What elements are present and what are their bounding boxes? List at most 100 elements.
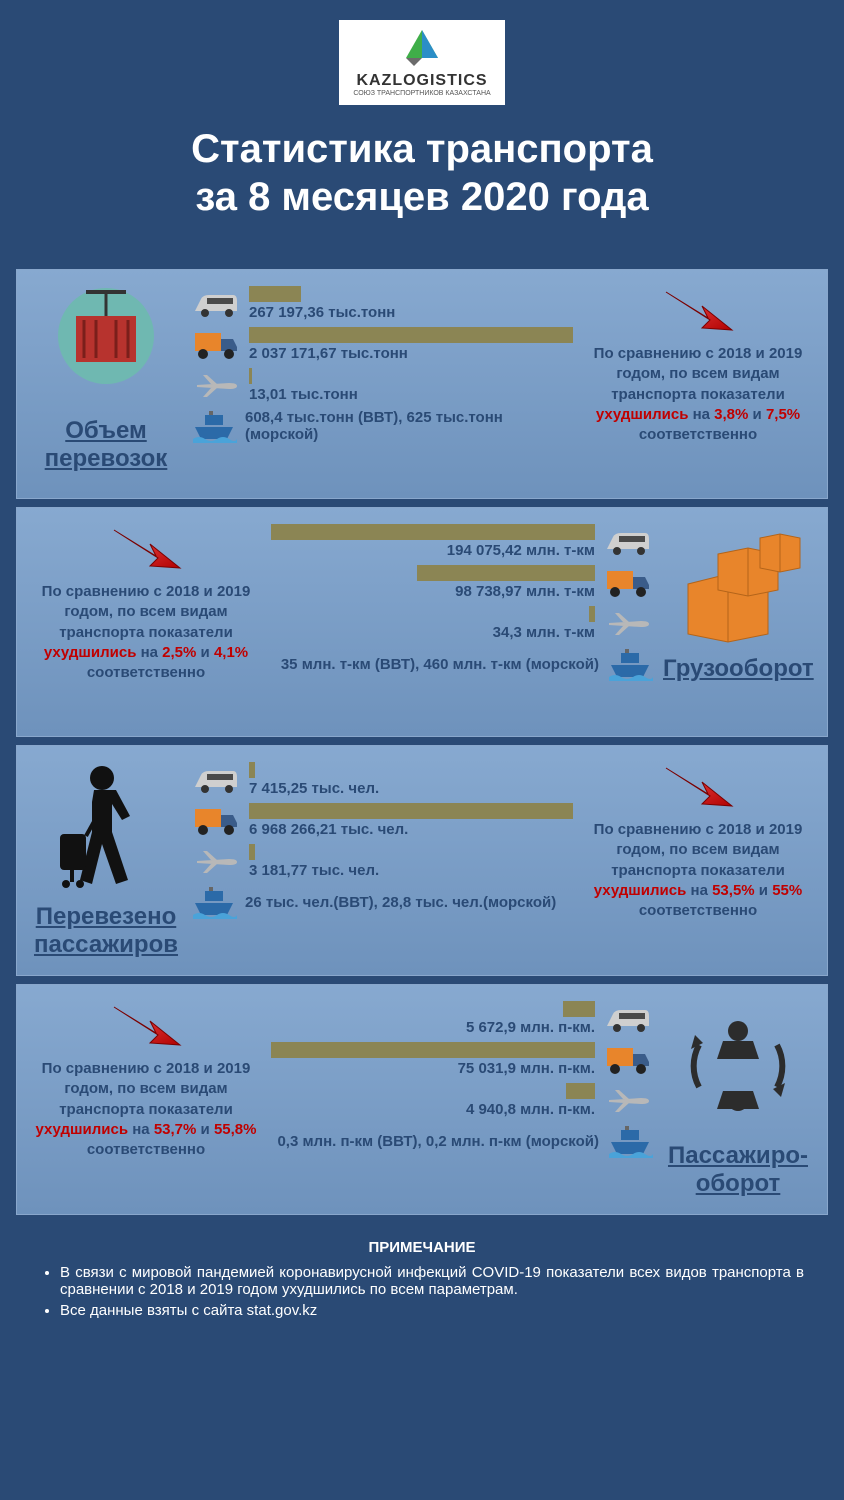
note-pct1: 2,5% — [162, 644, 196, 661]
metric-row: 34,3 млн. т-км — [271, 606, 653, 641]
metric-row: 6 968 266,21 тыс. чел. — [191, 803, 573, 838]
bar — [589, 606, 595, 622]
metric-value: 7 415,25 тыс. чел. — [249, 780, 573, 797]
bar-wrap: 2 037 171,67 тыс.тонн — [249, 327, 573, 362]
footer: ПРИМЕЧАНИЕ В связи с мировой пандемией к… — [0, 1223, 844, 1353]
note-column: По сравнению с 2018 и 2019 годом, по все… — [583, 286, 813, 445]
metric-value: 4 940,8 млн. п-км. — [271, 1101, 595, 1118]
plane-icon — [191, 845, 241, 879]
title-line-1: Статистика транспорта — [0, 125, 844, 173]
header: KAZLOGISTICS СОЮЗ ТРАНСПОРТНИКОВ КАЗАХСТ… — [0, 0, 844, 261]
metric-value: 3 181,77 тыс. чел. — [249, 862, 573, 879]
metric-value: 194 075,42 млн. т-км — [271, 542, 595, 559]
ship-line: 608,4 тыс.тонн (ВВТ), 625 тыс.тонн (морс… — [191, 409, 573, 443]
metric-row: 267 197,36 тыс.тонн — [191, 286, 573, 321]
section-row: Объем перевозок 267 197,36 тыс.тонн 2 03… — [31, 286, 813, 473]
note-column: По сравнению с 2018 и 2019 годом, по все… — [31, 524, 261, 683]
section-pax: Перевезено пассажиров 7 415,25 тыс. чел.… — [16, 745, 828, 976]
metrics-column: 5 672,9 млн. п-км. 75 031,9 млн. п-км. 4… — [271, 1001, 653, 1158]
section-pax_turnover: По сравнению с 2018 и 2019 годом, по все… — [16, 984, 828, 1215]
metric-row: 7 415,25 тыс. чел. — [191, 762, 573, 797]
bar — [249, 327, 573, 343]
truck-icon — [191, 328, 241, 362]
plane-icon — [191, 369, 241, 403]
note-text: По сравнению с 2018 и 2019 годом, по все… — [594, 821, 803, 879]
section-title: Грузооборот — [663, 655, 813, 683]
note-text: и — [748, 406, 766, 423]
plane-icon — [603, 607, 653, 641]
metric-value: 5 672,9 млн. п-км. — [271, 1019, 595, 1036]
note-column: По сравнению с 2018 и 2019 годом, по все… — [31, 1001, 261, 1160]
trend-arrow-icon — [658, 286, 738, 336]
section-illustration: Объем перевозок — [31, 286, 181, 473]
metric-row: 2 037 171,67 тыс.тонн — [191, 327, 573, 362]
trend-arrow-icon — [658, 762, 738, 812]
section-illustration: Перевезено пассажиров — [31, 762, 181, 959]
section-title: Объем перевозок — [31, 417, 181, 473]
ship-icon — [191, 409, 237, 443]
bar — [249, 844, 255, 860]
bar — [271, 524, 595, 540]
metric-value: 75 031,9 млн. п-км. — [271, 1060, 595, 1077]
plane-icon — [603, 1084, 653, 1118]
section-row: Перевезено пассажиров 7 415,25 тыс. чел.… — [31, 762, 813, 959]
page: KAZLOGISTICS СОЮЗ ТРАНСПОРТНИКОВ КАЗАХСТ… — [0, 0, 844, 1353]
train-icon — [603, 525, 653, 559]
metric-row: 3 181,77 тыс. чел. — [191, 844, 573, 879]
note-text: По сравнению с 2018 и 2019 годом, по все… — [42, 583, 251, 641]
footer-bullet: Все данные взяты с сайта stat.gov.kz — [60, 1302, 804, 1319]
section-row: По сравнению с 2018 и 2019 годом, по все… — [31, 1001, 813, 1198]
bar-wrap: 267 197,36 тыс.тонн — [249, 286, 573, 321]
ship-icon — [191, 885, 237, 919]
metric-row: 13,01 тыс.тонн — [191, 368, 573, 403]
metric-row: 75 031,9 млн. п-км. — [271, 1042, 653, 1077]
metrics-column: 7 415,25 тыс. чел. 6 968 266,21 тыс. чел… — [191, 762, 573, 919]
bar-wrap: 7 415,25 тыс. чел. — [249, 762, 573, 797]
bar-wrap: 34,3 млн. т-км — [271, 606, 595, 641]
metric-value: 34,3 млн. т-км — [271, 624, 595, 641]
logo-subtitle: СОЮЗ ТРАНСПОРТНИКОВ КАЗАХСТАНА — [353, 90, 490, 97]
logo: KAZLOGISTICS СОЮЗ ТРАНСПОРТНИКОВ КАЗАХСТ… — [339, 20, 504, 105]
bar-wrap: 5 672,9 млн. п-км. — [271, 1001, 595, 1036]
bar-wrap: 98 738,97 млн. т-км — [271, 565, 595, 600]
bar — [563, 1001, 595, 1017]
section-volume: Объем перевозок 267 197,36 тыс.тонн 2 03… — [16, 269, 828, 499]
note-text: соответственно — [87, 664, 205, 681]
metric-value: 267 197,36 тыс.тонн — [249, 304, 573, 321]
ship-icon — [607, 1124, 653, 1158]
note-text: По сравнению с 2018 и 2019 годом, по все… — [42, 1060, 251, 1118]
metrics-column: 267 197,36 тыс.тонн 2 037 171,67 тыс.тон… — [191, 286, 573, 443]
section-title: Пассажиро- оборот — [663, 1142, 813, 1198]
truck-icon — [191, 804, 241, 838]
bar-wrap: 194 075,42 млн. т-км — [271, 524, 595, 559]
note-pct2: 55% — [772, 882, 802, 899]
note-red: ухудшились — [44, 644, 137, 661]
footer-list: В связи с мировой пандемией коронавирусн… — [40, 1264, 804, 1319]
note-red: ухудшились — [36, 1121, 129, 1138]
section-illustration: Грузооборот — [663, 524, 813, 683]
bar — [271, 1042, 595, 1058]
note-pct2: 7,5% — [766, 406, 800, 423]
bar-wrap: 3 181,77 тыс. чел. — [249, 844, 573, 879]
train-icon — [191, 287, 241, 321]
train-icon — [603, 1002, 653, 1036]
note-text: на — [686, 882, 712, 899]
bar-wrap: 6 968 266,21 тыс. чел. — [249, 803, 573, 838]
note-pct2: 4,1% — [214, 644, 248, 661]
note-text: По сравнению с 2018 и 2019 годом, по все… — [594, 345, 803, 403]
bar — [249, 803, 573, 819]
ship-line: 26 тыс. чел.(ВВТ), 28,8 тыс. чел.(морско… — [191, 885, 573, 919]
title-line-2: за 8 месяцев 2020 года — [0, 173, 844, 221]
bar — [249, 762, 255, 778]
page-title: Статистика транспорта за 8 месяцев 2020 … — [0, 125, 844, 221]
note-text: и — [755, 882, 773, 899]
train-icon — [191, 763, 241, 797]
bar-wrap: 75 031,9 млн. п-км. — [271, 1042, 595, 1077]
note-pct1: 53,7% — [154, 1121, 197, 1138]
section-illustration: Пассажиро- оборот — [663, 1001, 813, 1198]
note-pct2: 55,8% — [214, 1121, 257, 1138]
section-freight: По сравнению с 2018 и 2019 годом, по все… — [16, 507, 828, 737]
bar-wrap: 13,01 тыс.тонн — [249, 368, 573, 403]
note-text: на — [136, 644, 162, 661]
logo-text: KAZLOGISTICS — [353, 72, 490, 90]
